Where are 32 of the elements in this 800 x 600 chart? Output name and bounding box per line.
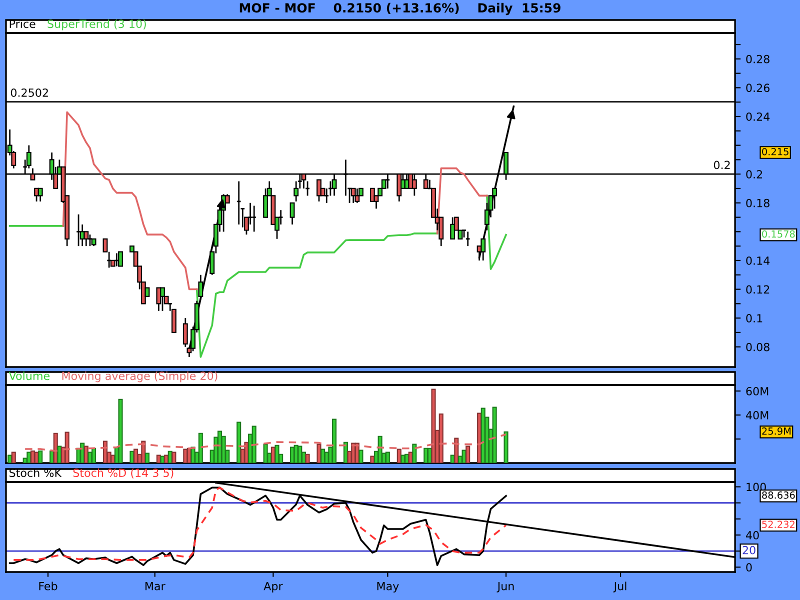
x-tick-label: Apr [264,582,283,592]
y-tick-label: 0.12 [746,285,770,294]
ref-line-label: 0.2 [714,160,730,170]
text: 0.1578 [762,230,795,238]
text: 25.9M [762,427,791,435]
x-tick-label: Jul [613,582,626,592]
y-tick-label: 0.18 [746,198,770,208]
text: Moving average (Simple 20) [62,371,218,382]
chart-title: MOF - MOF 0.2150 (+13.16%) Daily 15:59 [240,2,560,16]
y-tick-label: 0.26 [746,84,770,92]
y-tick-label: 0.08 [746,342,770,352]
text: SuperTrend (3 10) [48,19,146,30]
y-tick-label: 60M [746,386,768,396]
y-tick-label: 0.2 [746,170,762,178]
y-tick-label: 0.28 [746,54,770,64]
y-tick-label: 40M [746,410,768,420]
text: 52.232 [762,520,794,528]
y-tick-label: 40 [746,530,759,540]
y-tick-label: 0.24 [746,112,770,121]
x-tick-label: Feb [39,582,58,590]
x-tick-label: Mar [145,582,166,590]
text: Volume [8,371,50,380]
x-tick-label: May [377,582,399,592]
y-tick-label: 0.14 [746,256,770,265]
ref-line-label: 0.2502 [10,88,48,97]
y-tick-label: 0 [746,563,752,572]
x-tick-label: Jun [496,582,514,592]
text: 88.636 [762,491,795,499]
text: 0.215 [762,148,788,156]
y-tick-label: 0.1 [746,314,762,322]
text: Stoch %D (14 3 5) [73,468,174,478]
ref-line-label: 20 [742,546,756,554]
